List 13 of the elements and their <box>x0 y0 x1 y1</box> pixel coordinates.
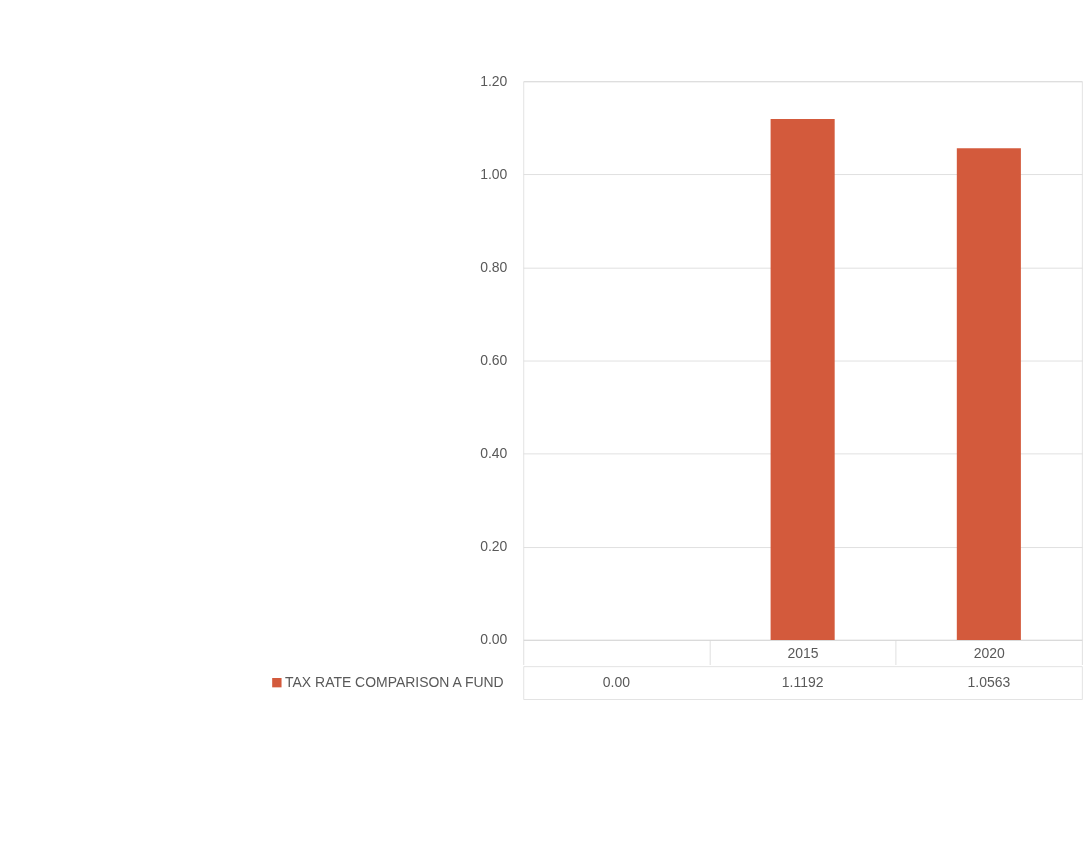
y-tick-label: 0.60 <box>480 352 508 369</box>
x-tick-label: 2020 <box>973 644 1006 661</box>
y-tick-label: 1.20 <box>480 72 508 89</box>
text: 1.0563 <box>967 673 1011 690</box>
legend-label: TAX RATE COMPARISON A FUND <box>285 673 504 690</box>
y-tick-label: 0.80 <box>480 259 508 276</box>
y-tick-label: 1.00 <box>480 165 508 182</box>
y-tick-label: 0.00 <box>480 631 508 648</box>
y-tick-label: 0.40 <box>480 445 508 462</box>
y-tick-label: 0.20 <box>480 538 508 555</box>
text: 1.1192 <box>781 673 824 690</box>
x-tick-label: 2015 <box>787 644 819 661</box>
text: 0.00 <box>602 673 631 690</box>
